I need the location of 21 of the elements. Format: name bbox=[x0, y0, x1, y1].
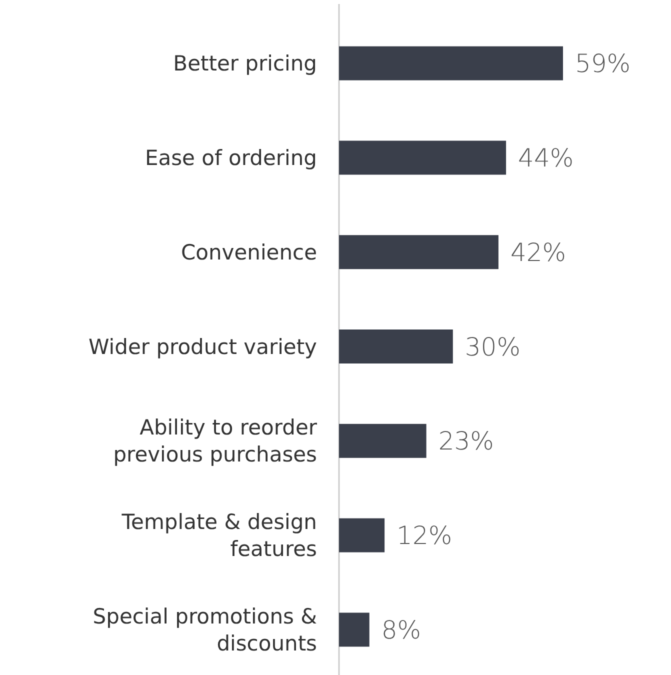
bar bbox=[339, 424, 426, 458]
y-tick-label: Better pricing bbox=[173, 52, 317, 76]
data-label: 44% bbox=[518, 143, 574, 172]
data-label: 23% bbox=[438, 426, 494, 456]
data-label: 42% bbox=[510, 238, 566, 267]
y-tick-label: Template & design features bbox=[120, 510, 317, 562]
y-tick-label: Special promotions & discounts bbox=[92, 604, 317, 656]
bar bbox=[339, 330, 453, 364]
bar bbox=[339, 140, 506, 175]
y-tick-label: Ability to reorder previous purchases bbox=[113, 416, 318, 467]
bar bbox=[339, 46, 563, 80]
bar bbox=[339, 612, 370, 647]
data-label: 59% bbox=[575, 49, 631, 78]
data-label: 30% bbox=[464, 332, 520, 362]
y-tick-label: Convenience bbox=[180, 240, 317, 264]
bar bbox=[339, 235, 498, 270]
data-label: 8% bbox=[381, 615, 422, 644]
y-tick-label: Ease of ordering bbox=[144, 146, 317, 170]
bar bbox=[339, 518, 385, 552]
y-tick-label: Wider product variety bbox=[88, 334, 317, 359]
data-label: 12% bbox=[396, 521, 452, 550]
